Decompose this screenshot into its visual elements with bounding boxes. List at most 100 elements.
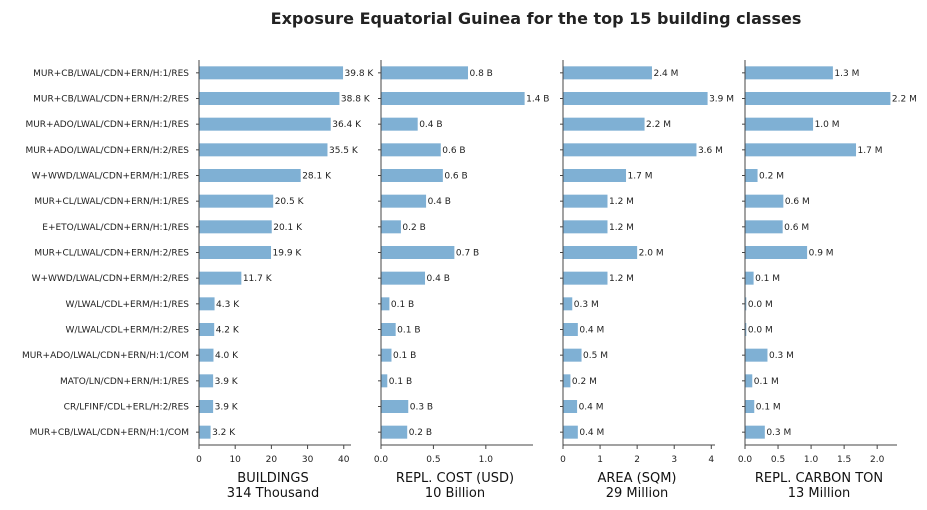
- x-tick-label: 2.0: [870, 455, 885, 465]
- data-label: 4.2 K: [216, 326, 240, 336]
- bar: [563, 220, 608, 234]
- bar: [563, 169, 627, 182]
- category-label: MUR+CB/LWAL/CDN+ERN/H:1/RES: [33, 69, 189, 79]
- data-label: 0.1 B: [389, 377, 412, 387]
- category-label: MUR+CL/LWAL/CDN+ERN/H:1/RES: [34, 197, 189, 207]
- bar: [381, 92, 525, 105]
- bar: [563, 117, 645, 131]
- x-tick-label: 1.0: [804, 455, 819, 465]
- bar: [199, 117, 331, 131]
- data-label: 35.5 K: [329, 146, 359, 156]
- x-tick-label: 30: [302, 455, 314, 465]
- data-label: 4.0 K: [215, 351, 239, 361]
- panel-3: 2.4 M 3.9 M 2.2 M 3.6 M 1.7 M 1.2 M 1.2 M 2.0 M…: [560, 60, 734, 501]
- category-label: CR/LFINF/CDL+ERL/H:2/RES: [64, 403, 190, 413]
- data-label: 3.9 K: [215, 377, 239, 387]
- data-label: 0.1 B: [393, 351, 416, 361]
- data-label: 4.3 K: [216, 300, 240, 310]
- bar: [745, 400, 755, 413]
- data-label: 0.6 B: [442, 146, 465, 156]
- data-label: 19.9 K: [273, 249, 303, 259]
- bar: [563, 143, 697, 157]
- data-label: 1.2 M: [609, 197, 634, 207]
- data-label: 1.3 M: [834, 69, 859, 79]
- x-tick-label: 0.0: [374, 455, 389, 465]
- data-label: 0.6 B: [444, 172, 467, 182]
- x-tick-label: 0: [560, 455, 566, 465]
- bar: [563, 425, 578, 439]
- data-label: 0.4 B: [419, 120, 442, 130]
- category-label: MUR+ADO/LWAL/CDN+ERN/H:1/RES: [25, 120, 189, 130]
- bar: [381, 297, 390, 311]
- x-tick-label: 10: [229, 455, 241, 465]
- category-labels: MUR+CB/LWAL/CDN+ERN/H:1/RES MUR+CB/LWAL/C…: [22, 69, 189, 438]
- data-label: 3.6 M: [698, 146, 723, 156]
- x-tick-label: 0.5: [771, 455, 785, 465]
- data-label: 39.8 K: [345, 69, 375, 79]
- data-label: 0.3 M: [766, 428, 791, 438]
- data-label: 0.4 M: [579, 403, 604, 413]
- data-label: 0.9 M: [809, 249, 834, 259]
- bar: [381, 220, 401, 234]
- category-label: W+WWD/LWAL/CDN+ERM/H:1/RES: [32, 172, 190, 182]
- bar: [381, 246, 455, 259]
- bar: [745, 271, 754, 285]
- bar: [563, 374, 571, 388]
- data-label: 0.6 M: [785, 197, 810, 207]
- data-label: 38.8 K: [341, 95, 371, 105]
- category-label: MUR+CB/LWAL/CDN+ERN/H:2/RES: [33, 95, 189, 105]
- category-label: E+ETO/LWAL/CDN+ERN/H:1/RES: [42, 223, 189, 233]
- data-label: 0.0 M: [748, 326, 773, 336]
- x-tick-label: 4: [708, 455, 714, 465]
- data-label: 2.2 M: [892, 95, 917, 105]
- data-label: 0.4 B: [427, 274, 450, 284]
- bar: [745, 143, 857, 157]
- bar: [199, 246, 272, 259]
- data-label: 0.2 M: [759, 172, 784, 182]
- data-label: 28.1 K: [302, 172, 332, 182]
- x-axis-subtitle: 314 Thousand: [227, 486, 320, 501]
- x-axis-subtitle: 13 Million: [788, 486, 851, 501]
- x-tick-label: 3: [671, 455, 677, 465]
- data-label: 0.7 B: [456, 249, 479, 259]
- bar: [563, 246, 638, 259]
- category-label: MUR+ADO/LWAL/CDN+ERN/H:1/COM: [22, 351, 189, 361]
- data-label: 0.2 M: [572, 377, 597, 387]
- bar: [563, 194, 608, 208]
- data-label: 0.2 B: [402, 223, 425, 233]
- bar: [745, 297, 747, 311]
- bar: [199, 271, 242, 285]
- data-label: 0.3 B: [410, 403, 433, 413]
- data-label: 0.3 M: [574, 300, 599, 310]
- bar: [381, 169, 443, 182]
- data-label: 0.1 M: [756, 403, 781, 413]
- data-label: 11.7 K: [243, 274, 273, 284]
- category-label: W/LWAL/CDL+ERM/H:2/RES: [66, 326, 190, 336]
- bar: [563, 348, 582, 362]
- bar: [381, 66, 469, 80]
- x-tick-label: 2: [634, 455, 640, 465]
- bar: [381, 117, 418, 131]
- data-label: 3.9 K: [215, 403, 239, 413]
- bar: [381, 323, 396, 336]
- bar: [745, 169, 758, 182]
- data-label: 0.1 M: [754, 377, 779, 387]
- data-label: 0.1 B: [391, 300, 414, 310]
- data-label: 3.9 M: [709, 95, 734, 105]
- data-label: 0.6 M: [784, 223, 809, 233]
- bar: [199, 323, 215, 336]
- bar: [563, 271, 608, 285]
- bar: [199, 143, 328, 157]
- bar: [199, 92, 340, 105]
- x-tick-label: 1: [597, 455, 603, 465]
- panel-2: 0.8 B 1.4 B 0.4 B 0.6 B 0.6 B 0.4 B 0.2 B 0.7 B…: [374, 60, 549, 501]
- data-label: 2.2 M: [646, 120, 671, 130]
- data-label: 0.5 M: [583, 351, 608, 361]
- category-label: MATO/LN/CDN+ERN/H:1/RES: [60, 377, 189, 387]
- bar: [381, 143, 441, 157]
- data-label: 1.2 M: [609, 274, 634, 284]
- bar: [745, 117, 814, 131]
- x-axis-subtitle: 10 Billion: [425, 486, 485, 501]
- data-label: 2.4 M: [653, 69, 678, 79]
